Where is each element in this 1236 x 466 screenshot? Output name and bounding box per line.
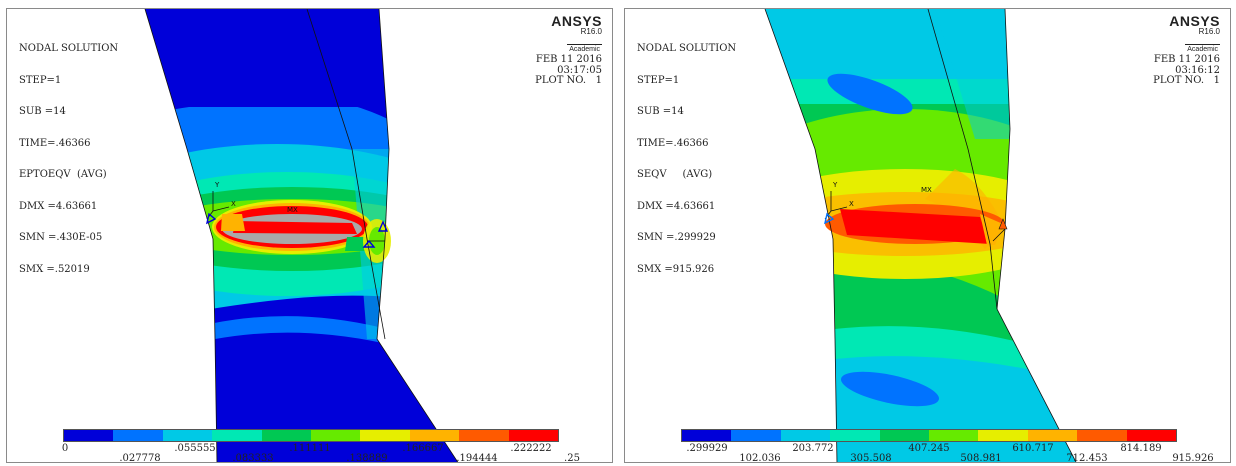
ansys-logo: ANSYS R16.0 Academic <box>1169 13 1220 55</box>
legend-value: .166667 <box>402 443 444 454</box>
legend-swatch-3 <box>162 430 213 441</box>
brand-version: R16.0 <box>1198 27 1220 36</box>
plot-date: FEB 11 2016 <box>535 54 602 65</box>
legend-value: .299929 <box>686 443 728 454</box>
solution-info: NODAL SOLUTION STEP=1 SUB =14 TIME=.4636… <box>637 23 736 296</box>
plot-timestamp: FEB 11 2016 03:16:12 PLOT NO. 1 <box>1153 54 1220 87</box>
info-line: SUB =14 <box>19 106 66 117</box>
legend-value: 915.926 <box>1172 453 1214 463</box>
legend-value: 305.508 <box>850 453 892 463</box>
legend-swatch-8 <box>1027 430 1078 441</box>
brand-name: ANSYS <box>551 13 602 29</box>
info-line: TIME=.46366 <box>19 137 91 149</box>
info-line: SEQV (AVG) <box>637 169 713 180</box>
legend-swatch-2 <box>113 430 163 441</box>
legend-value: 508.981 <box>960 453 1002 463</box>
legend-swatch-7 <box>978 430 1028 441</box>
triad-x-label: X <box>849 200 854 208</box>
info-line: NODAL SOLUTION <box>19 43 119 54</box>
legend-swatch-5 <box>261 430 312 441</box>
legend-swatch-6 <box>311 430 361 441</box>
left-plot-panel: Y X MX NODAL SOLUTION STEP=1 SUB =14 TIM… <box>6 8 613 463</box>
brand-name: ANSYS <box>1169 13 1220 29</box>
info-line: EPTOEQV (AVG) <box>19 169 107 180</box>
legend-swatch-10 <box>508 430 559 441</box>
triad-x-label: X <box>231 200 236 208</box>
info-line: SMN =.299929 <box>637 232 716 243</box>
info-line: STEP=1 <box>637 74 680 86</box>
legend-value: 0 <box>61 443 69 454</box>
info-line: DMX =4.63661 <box>637 200 716 212</box>
legend-value: 203.772 <box>792 443 834 454</box>
legend-swatch-6 <box>929 430 979 441</box>
legend-value: 712.453 <box>1066 453 1108 463</box>
notch-region <box>825 204 1005 245</box>
solution-info: NODAL SOLUTION STEP=1 SUB =14 TIME=.4636… <box>19 23 118 296</box>
legend-swatch-4 <box>212 430 262 441</box>
legend-value: 407.245 <box>908 443 950 454</box>
legend-value: .111111 <box>289 443 331 454</box>
contour-legend-bar <box>63 429 559 442</box>
plot-date: FEB 11 2016 <box>1153 54 1220 65</box>
legend-value: .25 <box>564 453 580 463</box>
legend-swatch-5 <box>879 430 930 441</box>
info-line: DMX =4.63661 <box>19 200 98 212</box>
plot-time: 03:16:12 <box>1175 64 1220 76</box>
min-max-markers <box>205 212 389 248</box>
legend-value: .083333 <box>232 453 274 463</box>
info-line: SMN =.430E-05 <box>19 232 103 243</box>
legend-swatch-2 <box>731 430 781 441</box>
triad-y-label: Y <box>833 181 838 189</box>
legend-swatch-7 <box>360 430 410 441</box>
right-plot-panel: Y X MX NODAL SOLUTION STEP=1 SUB =14 TIM… <box>624 8 1231 463</box>
min-max-markers <box>823 212 1008 230</box>
legend-swatch-8 <box>409 430 460 441</box>
brand-version: R16.0 <box>580 27 602 36</box>
triad-y-label: Y <box>215 181 220 189</box>
info-line: SUB =14 <box>637 106 684 117</box>
notch-region <box>212 200 391 263</box>
legend-value: 814.189 <box>1120 443 1162 454</box>
plot-number: PLOT NO. 1 <box>535 75 602 86</box>
legend-value: .138889 <box>346 453 388 463</box>
legend-swatch-9 <box>459 430 509 441</box>
legend-value: .194444 <box>456 453 498 463</box>
license-badge: Academic <box>567 44 602 53</box>
info-line: SMX =.52019 <box>19 263 90 275</box>
strain-contour-plot <box>144 9 459 462</box>
legend-value: .027778 <box>119 453 161 463</box>
legend-value: 610.717 <box>1012 443 1054 454</box>
ansys-logo: ANSYS R16.0 Academic <box>551 13 602 55</box>
mesh-edges <box>144 9 459 462</box>
legend-value: 102.036 <box>739 453 781 463</box>
contour-legend-bar <box>681 429 1177 442</box>
legend-swatch-1 <box>64 430 114 441</box>
plot-number: PLOT NO. 1 <box>1153 75 1220 86</box>
legend-swatch-1 <box>682 430 732 441</box>
info-line: SMX =915.926 <box>637 263 715 275</box>
mx-label: MX <box>287 206 298 214</box>
info-line: NODAL SOLUTION <box>637 43 737 54</box>
mx-label: MX <box>921 186 932 194</box>
plot-timestamp: FEB 11 2016 03:17:05 PLOT NO. 1 <box>535 54 602 87</box>
legend-swatch-9 <box>1077 430 1127 441</box>
info-line: TIME=.46366 <box>637 137 709 149</box>
legend-swatch-4 <box>830 430 880 441</box>
legend-value: .222222 <box>510 443 552 454</box>
plot-time: 03:17:05 <box>557 64 602 76</box>
legend-swatch-10 <box>1126 430 1177 441</box>
license-badge: Academic <box>1185 44 1220 53</box>
info-line: STEP=1 <box>19 74 62 86</box>
legend-swatch-3 <box>780 430 831 441</box>
legend-value: .055555 <box>174 443 216 454</box>
